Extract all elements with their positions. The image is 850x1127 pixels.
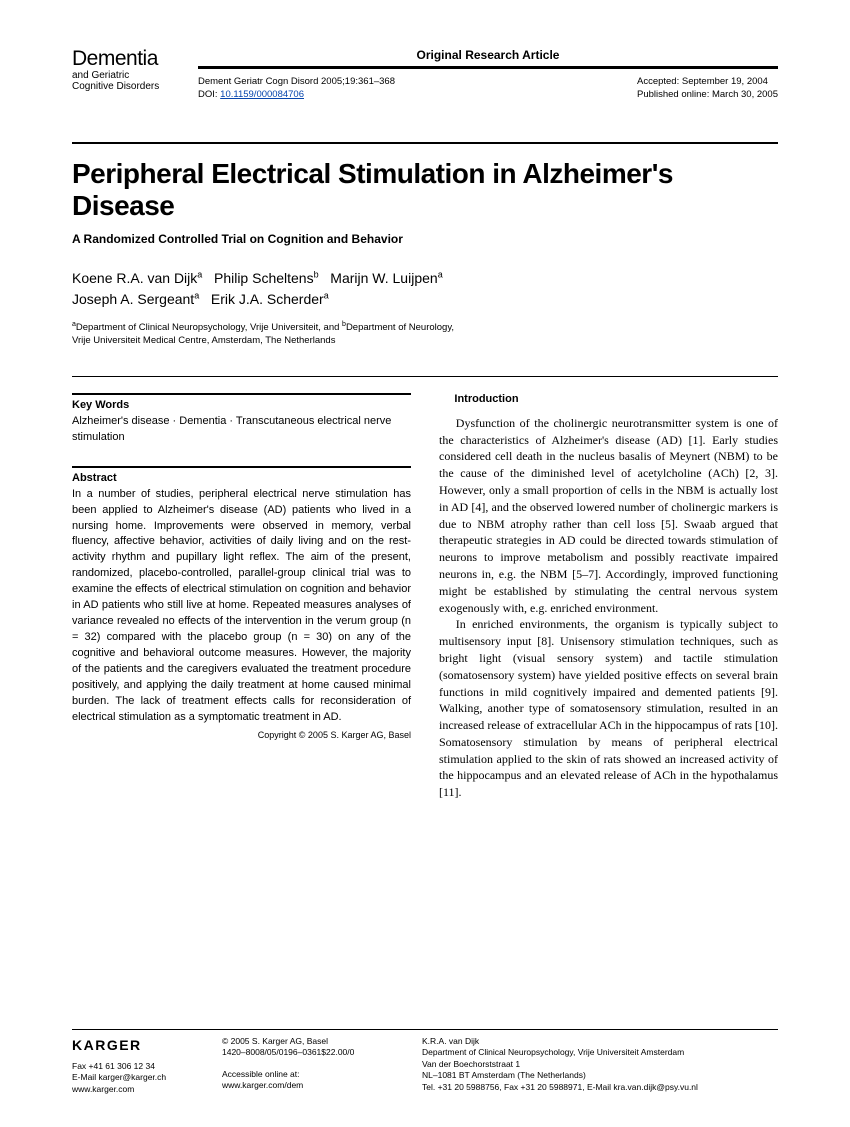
footer-copyright: © 2005 S. Karger AG, Basel <box>222 1036 422 1047</box>
left-column: Key Words Alzheimer's disease · Dementia… <box>72 393 411 801</box>
accepted-date: Accepted: September 19, 2004 <box>637 75 778 88</box>
footer-row: KARGER Fax +41 61 306 12 34 E-Mail karge… <box>72 1036 778 1095</box>
article-type: Original Research Article <box>198 48 778 62</box>
affiliations: aDepartment of Clinical Neuropsychology,… <box>72 320 778 348</box>
header-right: Original Research Article Dement Geriatr… <box>198 48 778 102</box>
karger-logo: KARGER <box>72 1036 222 1055</box>
doi-link[interactable]: 10.1159/000084706 <box>220 89 304 100</box>
publisher-web: www.karger.com <box>72 1084 222 1095</box>
publisher-email: E-Mail karger@karger.ch <box>72 1072 222 1083</box>
pubinfo: Dement Geriatr Cogn Disord 2005;19:361–3… <box>198 75 778 102</box>
content-rule <box>72 376 778 377</box>
title-rule <box>72 142 778 144</box>
intro-p1: Dysfunction of the cholinergic neurotran… <box>439 415 778 617</box>
page-footer: KARGER Fax +41 61 306 12 34 E-Mail karge… <box>72 1029 778 1095</box>
corr-street: Van der Boechorststraat 1 <box>422 1059 778 1070</box>
footer-correspondence: K.R.A. van Dijk Department of Clinical N… <box>422 1036 778 1095</box>
header-rule <box>198 66 778 69</box>
abstract-text: In a number of studies, peripheral elect… <box>72 487 411 726</box>
footer-rule <box>72 1029 778 1030</box>
citation: Dement Geriatr Cogn Disord 2005;19:361–3… <box>198 75 395 88</box>
article-title: Peripheral Electrical Stimulation in Alz… <box>72 158 778 222</box>
abstract-block: Abstract In a number of studies, periphe… <box>72 466 411 740</box>
keywords-text: Alzheimer's disease · Dementia · Transcu… <box>72 414 411 446</box>
introduction-body: Dysfunction of the cholinergic neurotran… <box>439 415 778 801</box>
journal-name-main: Dementia <box>72 48 182 69</box>
footer-rights: © 2005 S. Karger AG, Basel 1420–8008/05/… <box>222 1036 422 1095</box>
footer-access-url: www.karger.com/dem <box>222 1080 422 1091</box>
corr-city: NL–1081 BT Amsterdam (The Netherlands) <box>422 1070 778 1081</box>
footer-issn: 1420–8008/05/0196–0361$22.00/0 <box>222 1047 422 1058</box>
pubinfo-right: Accepted: September 19, 2004 Published o… <box>637 75 778 102</box>
main-columns: Key Words Alzheimer's disease · Dementia… <box>72 393 778 801</box>
keywords-rule <box>72 393 411 395</box>
corr-contact: Tel. +31 20 5988756, Fax +31 20 5988971,… <box>422 1082 778 1093</box>
introduction-head: Introduction <box>439 393 778 405</box>
keywords-head: Key Words <box>72 399 411 411</box>
publisher-fax: Fax +41 61 306 12 34 <box>72 1061 222 1072</box>
authors: Koene R.A. van Dijka Philip Scheltensb M… <box>72 268 778 310</box>
published-date: Published online: March 30, 2005 <box>637 88 778 101</box>
doi-line: DOI: 10.1159/000084706 <box>198 88 395 101</box>
footer-access: Accessible online at: <box>222 1069 422 1080</box>
abstract-head: Abstract <box>72 472 411 484</box>
page-header: Dementia and Geriatric Cognitive Disorde… <box>72 48 778 102</box>
footer-publisher: KARGER Fax +41 61 306 12 34 E-Mail karge… <box>72 1036 222 1095</box>
journal-logo: Dementia and Geriatric Cognitive Disorde… <box>72 48 182 92</box>
article-subtitle: A Randomized Controlled Trial on Cogniti… <box>72 232 778 246</box>
abstract-copyright: Copyright © 2005 S. Karger AG, Basel <box>72 730 411 740</box>
pubinfo-left: Dement Geriatr Cogn Disord 2005;19:361–3… <box>198 75 395 102</box>
journal-name-sub: and Geriatric Cognitive Disorders <box>72 70 182 92</box>
right-column: Introduction Dysfunction of the choliner… <box>439 393 778 801</box>
corr-dept: Department of Clinical Neuropsychology, … <box>422 1047 778 1058</box>
corr-name: K.R.A. van Dijk <box>422 1036 778 1047</box>
abstract-rule <box>72 466 411 468</box>
intro-p2: In enriched environments, the organism i… <box>439 616 778 801</box>
